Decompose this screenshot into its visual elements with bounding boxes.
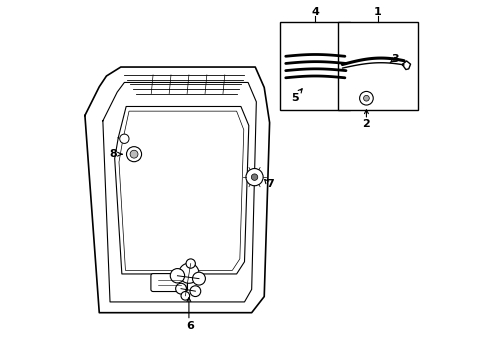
Circle shape	[251, 174, 257, 180]
Circle shape	[175, 283, 186, 294]
Text: 4: 4	[310, 7, 319, 17]
Bar	[337, 22, 418, 110]
Circle shape	[126, 147, 142, 162]
Text: 3: 3	[390, 54, 398, 64]
Text: 2: 2	[362, 120, 369, 129]
Circle shape	[120, 134, 129, 143]
Text: 6: 6	[185, 321, 194, 331]
Circle shape	[179, 263, 199, 283]
Circle shape	[359, 91, 372, 105]
Text: 1: 1	[373, 7, 381, 17]
Circle shape	[192, 272, 205, 285]
Circle shape	[170, 269, 184, 283]
Bar	[280, 22, 349, 110]
Circle shape	[181, 292, 189, 300]
Text: 5: 5	[290, 93, 298, 103]
FancyBboxPatch shape	[151, 274, 187, 292]
Text: 8: 8	[109, 149, 117, 159]
Circle shape	[190, 286, 201, 297]
Text: 7: 7	[266, 179, 274, 189]
Circle shape	[130, 150, 138, 158]
Circle shape	[363, 95, 368, 101]
Circle shape	[245, 168, 263, 186]
Circle shape	[185, 259, 195, 268]
